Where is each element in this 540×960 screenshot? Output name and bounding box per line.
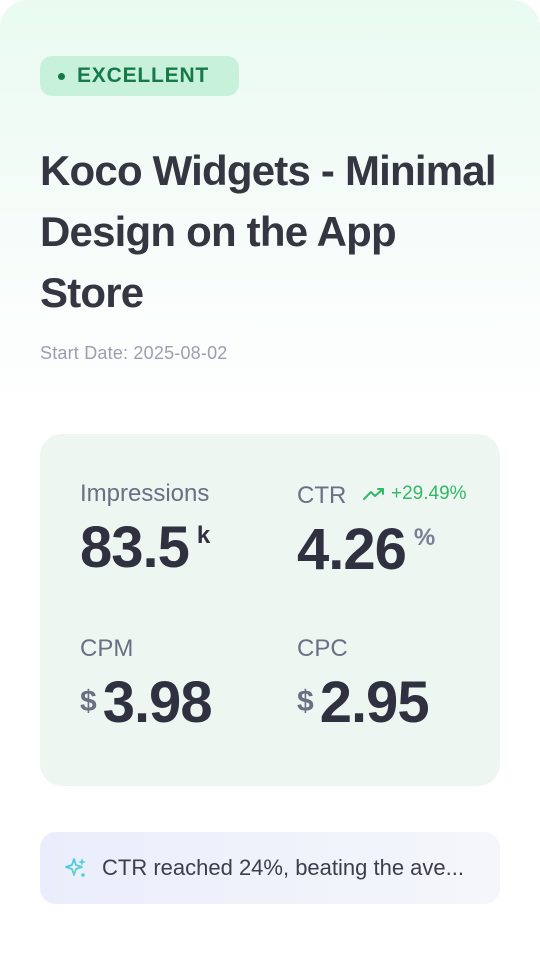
stat-unit-ctr: %: [413, 524, 436, 551]
stat-impressions: Impressions 83.5 k: [80, 480, 210, 580]
stat-label-ctr: CTR: [297, 482, 347, 509]
stats-panel: Impressions 83.5 k CTR +29.49% 4.26 %: [40, 434, 500, 786]
sparkles-icon: [65, 858, 86, 877]
start-date: Start Date: 2025-08-02: [40, 343, 228, 363]
rating-label: EXCELLENT: [77, 64, 210, 87]
stat-label-cpc: CPC: [297, 635, 348, 662]
status-dot-icon: [58, 72, 65, 80]
stat-cpm: CPM $ 3.98: [80, 635, 213, 735]
stat-value-cpc: 2.95: [319, 670, 430, 735]
ctr-trend-value: +29.49%: [391, 483, 467, 504]
rating-badge: EXCELLENT: [40, 56, 239, 96]
stat-currency-cpm: $: [80, 685, 97, 718]
stat-label-impressions: Impressions: [80, 480, 210, 507]
stat-value-cpm: 3.98: [102, 670, 213, 735]
stat-label-cpm: CPM: [80, 635, 134, 662]
page-title: Koco Widgets - Minimal Design on the App…: [40, 147, 497, 316]
trending-up-icon: [363, 488, 384, 500]
stat-ctr: CTR +29.49% 4.26 %: [297, 480, 467, 582]
ctr-trend: +29.49%: [363, 480, 467, 508]
insight-text: CTR reached 24%, beating the ave...: [102, 855, 464, 880]
stat-value-impressions: 83.5: [80, 515, 190, 580]
stat-currency-cpc: $: [297, 685, 314, 718]
stat-cpc: CPC $ 2.95: [297, 635, 430, 735]
insight-banner[interactable]: CTR reached 24%, beating the ave...: [40, 832, 500, 904]
stat-unit-impressions: k: [196, 522, 211, 549]
stat-value-ctr: 4.26: [297, 517, 407, 582]
